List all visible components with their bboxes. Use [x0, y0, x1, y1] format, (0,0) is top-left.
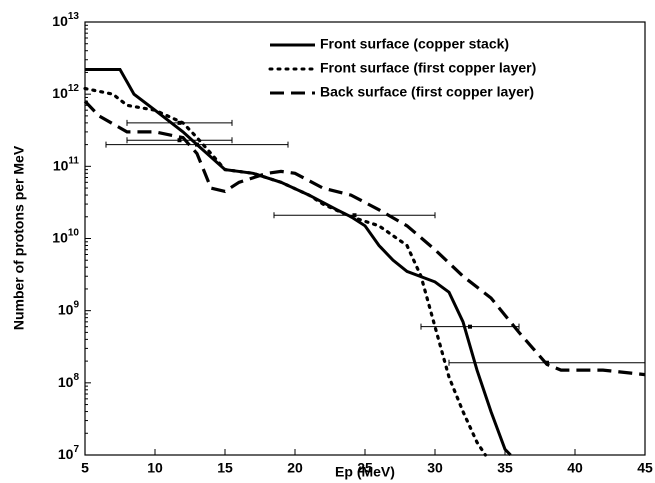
y-tick-label: 1011: [53, 155, 80, 173]
y-tick-label: 108: [58, 371, 80, 389]
series-line: [83, 86, 487, 457]
legend-label: Front surface (first copper layer): [320, 60, 536, 76]
x-tick-label: 10: [147, 460, 163, 476]
x-tick-label: 30: [427, 460, 443, 476]
x-tick-label: 25: [357, 460, 373, 476]
y-tick-label: 109: [58, 299, 80, 317]
error-bar: [126, 119, 233, 126]
legend-label: Back surface (first copper layer): [320, 84, 534, 100]
error-bar: [420, 323, 520, 330]
x-axis-label: Ep (MeV): [335, 464, 395, 480]
y-tick-label: 107: [58, 444, 80, 462]
y-tick-label: 1013: [52, 11, 79, 29]
error-bar-point: [352, 213, 357, 218]
x-tick-label: 45: [637, 460, 653, 476]
y-tick-label: 1012: [52, 83, 79, 101]
x-tick-label: 20: [287, 460, 303, 476]
error-bar-point: [177, 120, 182, 125]
error-bar-point: [195, 142, 199, 147]
x-tick-label: 40: [567, 460, 583, 476]
error-bar: [126, 137, 233, 144]
error-bar-point: [468, 324, 472, 329]
x-tick-label: 15: [217, 460, 233, 476]
series-line: [85, 68, 512, 457]
error-bar: [273, 212, 436, 219]
legend-label: Front surface (copper stack): [320, 36, 509, 52]
error-bar-point: [177, 138, 182, 143]
series-line: [83, 100, 646, 377]
error-bar: [105, 141, 289, 148]
x-tick-label: 35: [497, 460, 513, 476]
y-axis-label: Number of protons per MeV: [11, 145, 27, 330]
y-tick-label: 1010: [52, 227, 79, 245]
error-bar-point: [545, 360, 549, 365]
error-bar: [448, 359, 646, 366]
x-tick-label: 5: [81, 460, 89, 476]
